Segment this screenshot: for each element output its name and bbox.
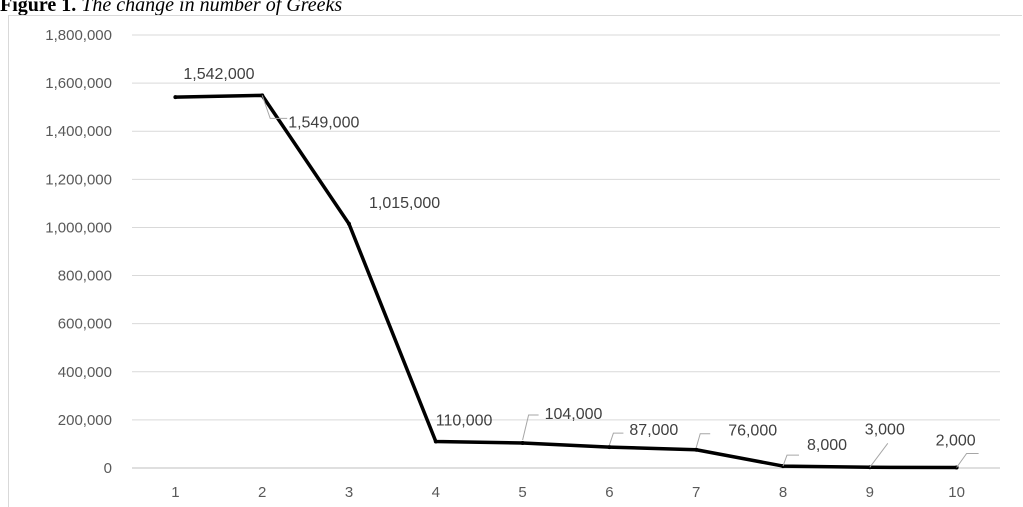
data-label: 1,015,000 [369, 195, 440, 212]
data-label: 3,000 [865, 421, 905, 438]
y-tick-label: 1,800,000 [45, 27, 112, 44]
data-label-leader [956, 453, 979, 468]
x-tick-label: 10 [948, 484, 965, 501]
figure-title: Figure 1. The change in number of Greeks [0, 0, 342, 17]
x-tick-label: 3 [345, 484, 353, 501]
x-tick-label: 4 [432, 484, 440, 501]
x-tick-label: 8 [779, 484, 787, 501]
y-tick-label: 600,000 [58, 316, 112, 333]
data-label-leader [261, 95, 288, 119]
y-tick-label: 1,200,000 [45, 171, 112, 188]
y-tick-label: 0 [104, 460, 112, 477]
y-tick-label: 1,000,000 [45, 219, 112, 236]
data-point [173, 95, 178, 100]
y-tick-label: 800,000 [58, 268, 112, 285]
y-tick-label: 1,400,000 [45, 123, 112, 140]
figure-title-caption: The change in number of Greeks [81, 0, 343, 16]
data-label: 8,000 [807, 437, 847, 454]
data-label-leader [782, 454, 799, 467]
y-tick-label: 1,600,000 [45, 75, 112, 92]
x-tick-label: 7 [692, 484, 700, 501]
x-tick-label: 1 [171, 484, 179, 501]
data-label-leader [869, 442, 889, 468]
data-label: 1,549,000 [288, 114, 359, 131]
data-point [520, 440, 525, 445]
data-label: 1,542,000 [183, 66, 254, 83]
data-label: 76,000 [728, 423, 777, 440]
x-tick-label: 6 [605, 484, 613, 501]
data-label-leader [522, 414, 539, 441]
y-tick-label: 200,000 [58, 412, 112, 429]
data-point [607, 445, 612, 450]
data-point [694, 447, 699, 452]
data-point [433, 439, 438, 444]
data-label-leader [608, 432, 624, 446]
series-line [173, 93, 959, 470]
data-label: 110,000 [436, 413, 493, 430]
data-label: 104,000 [545, 406, 603, 423]
y-tick-label: 400,000 [58, 364, 112, 381]
x-tick-label: 5 [518, 484, 526, 501]
data-label: 2,000 [936, 433, 976, 450]
data-point [347, 221, 351, 226]
x-tick-label: 2 [258, 484, 266, 501]
figure-title-lead: Figure 1. [0, 0, 77, 16]
data-label: 87,000 [629, 422, 678, 439]
x-tick-label: 9 [866, 484, 874, 501]
data-label-leader [695, 433, 711, 448]
chart-frame [8, 15, 1022, 507]
